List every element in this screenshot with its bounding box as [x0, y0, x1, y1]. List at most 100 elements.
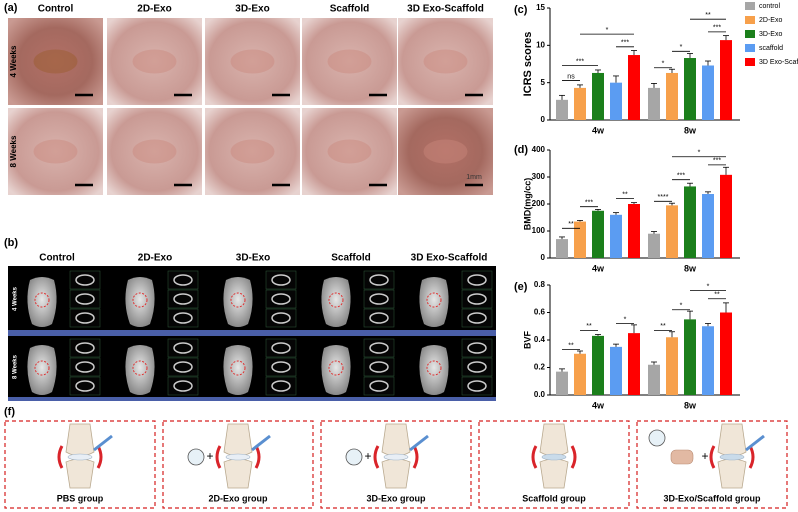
- y-tick-label: 10: [536, 40, 545, 49]
- significance-label: **: [568, 342, 574, 349]
- photo: [398, 108, 493, 195]
- bar: [592, 335, 604, 395]
- bar: [720, 174, 732, 258]
- y-tick-label: 300: [532, 172, 546, 181]
- y-tick-label: 0.6: [534, 308, 546, 317]
- significance-label: *: [698, 150, 701, 157]
- y-axis-title: BVF: [522, 330, 532, 349]
- exosome-icon: [648, 429, 666, 447]
- ct-slice-bone: [75, 293, 95, 305]
- panel-label: (e): [514, 281, 528, 293]
- ct-slice: [265, 376, 297, 396]
- syringe: [745, 434, 765, 452]
- bar: [702, 65, 714, 120]
- ct-roi: [426, 360, 442, 376]
- ct-slice: [461, 338, 493, 358]
- bar: [556, 239, 568, 258]
- photo: [398, 18, 493, 105]
- ct-slice-bone: [271, 274, 291, 286]
- significance-label: *: [680, 303, 683, 310]
- synovium: [412, 445, 419, 469]
- ct-roi: [426, 292, 442, 308]
- ct-slice: [69, 376, 101, 396]
- y-tick-label: 15: [536, 3, 545, 12]
- ct-slice: [461, 270, 493, 290]
- ct-slice: [265, 338, 297, 358]
- femur: [717, 423, 747, 457]
- ct-roi: [328, 292, 344, 308]
- ct-roi: [132, 292, 148, 308]
- ct-slice: [69, 289, 101, 309]
- cartilage: [225, 453, 251, 461]
- scale-label: 1mm: [466, 174, 482, 181]
- tibia: [381, 458, 411, 489]
- ct-roi: [230, 360, 246, 376]
- column-label: 2D-Exo: [137, 4, 171, 15]
- plus-sign: +: [364, 449, 371, 463]
- syringe: [251, 434, 271, 452]
- bar: [702, 194, 714, 258]
- bar: [574, 353, 586, 395]
- group-label: 3D-Exo/Scaffold group: [663, 493, 761, 503]
- ct-roi: [328, 360, 344, 376]
- ct-slice-bone: [467, 274, 487, 286]
- bar: [684, 319, 696, 395]
- column-label: 3D-Exo: [235, 4, 269, 15]
- ct-slice-bone: [467, 312, 487, 324]
- defect: [327, 49, 372, 74]
- photo: [302, 18, 397, 105]
- femur: [381, 423, 411, 457]
- panel-label: (f): [4, 406, 15, 418]
- bar: [666, 337, 678, 395]
- photo: [205, 108, 300, 195]
- ct-roi: [132, 360, 148, 376]
- ct-bone: [419, 277, 449, 327]
- bar: [720, 40, 732, 120]
- femur: [65, 423, 95, 457]
- y-axis-title: BMD(mg/cc): [522, 178, 532, 231]
- ct-slice: [363, 308, 395, 328]
- ct-slice: [69, 357, 101, 377]
- ct-slice: [461, 357, 493, 377]
- photo: [302, 108, 397, 195]
- panel-label: (c): [514, 4, 528, 16]
- bar: [610, 346, 622, 395]
- bar: [702, 326, 714, 395]
- ct-slice-bone: [369, 274, 389, 286]
- x-tick-label: 8w: [684, 125, 697, 135]
- exosome-icon: [345, 448, 363, 466]
- defect: [230, 139, 275, 164]
- ct-slice-bone: [271, 342, 291, 354]
- ct-slice: [167, 376, 199, 396]
- significance-label: *: [606, 27, 609, 34]
- x-tick-label: 4w: [592, 263, 605, 273]
- photo: [8, 108, 103, 195]
- panel-label: (a): [4, 2, 18, 14]
- ct-slice: [265, 308, 297, 328]
- defect: [33, 49, 78, 74]
- group-label: 2D-Exo group: [208, 493, 268, 503]
- ct-slice: [69, 338, 101, 358]
- y-tick-label: 0.8: [534, 280, 546, 289]
- ct-divider: [8, 397, 496, 401]
- ct-slice: [363, 338, 395, 358]
- bar: [720, 312, 732, 395]
- synovium: [215, 445, 222, 469]
- ct-bone: [27, 345, 57, 395]
- ct-slice: [461, 376, 493, 396]
- column-label: Control: [38, 4, 74, 15]
- ct-slice-bone: [75, 380, 95, 392]
- ct-slice-bone: [173, 361, 193, 373]
- row-label: 4 Weeks: [9, 45, 18, 77]
- ct-bone: [223, 345, 253, 395]
- exosome-icon: [187, 448, 205, 466]
- defect: [423, 49, 468, 74]
- legend-label: control: [759, 3, 780, 10]
- significance-label: ***: [621, 40, 629, 47]
- ct-slice: [461, 308, 493, 328]
- ct-slice: [69, 270, 101, 290]
- significance-label: **: [622, 191, 628, 198]
- legend-label: scaffold: [759, 45, 783, 52]
